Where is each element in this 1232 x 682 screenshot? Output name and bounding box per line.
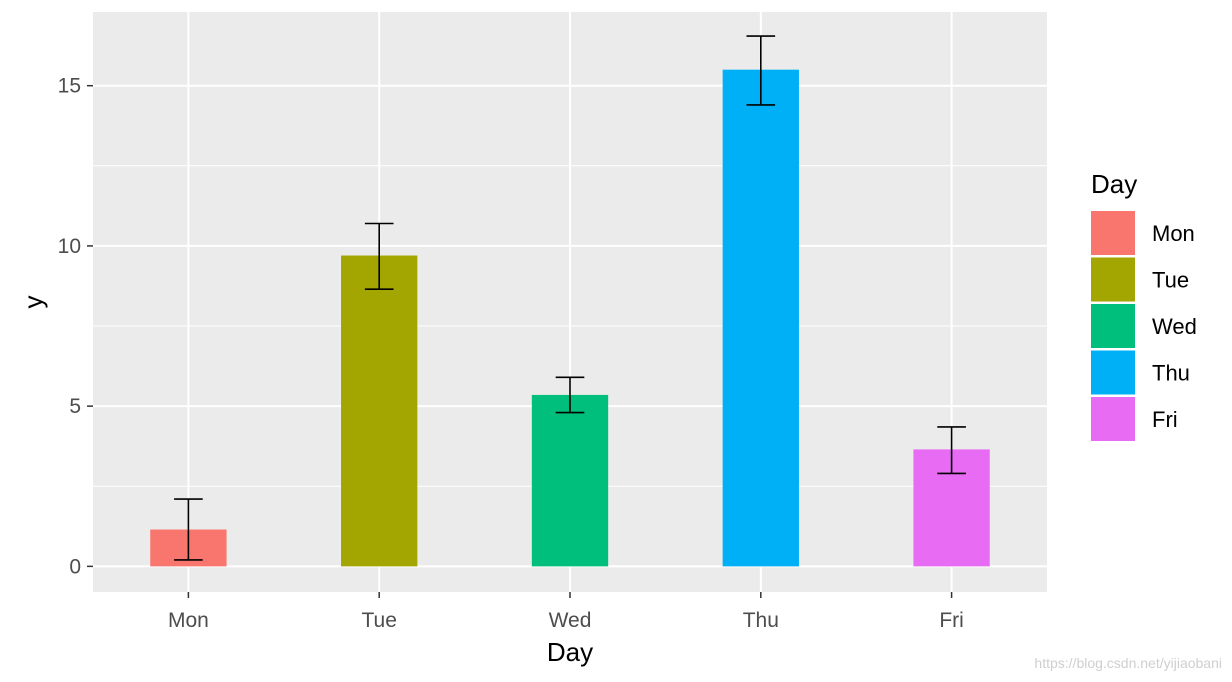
legend-label-mon: Mon [1152, 221, 1195, 246]
legend-label-fri: Fri [1152, 407, 1178, 432]
x-axis-title: Day [547, 637, 593, 667]
watermark: https://blog.csdn.net/yijiaobani [1034, 655, 1222, 671]
y-tick-label: 15 [58, 75, 81, 98]
y-tick-label: 5 [69, 395, 81, 418]
bar-thu [722, 69, 799, 567]
x-tick-label: Tue [361, 609, 396, 632]
bars [150, 69, 990, 567]
x-tick-label: Thu [743, 609, 779, 632]
y-axis-ticks: 0 5 10 15 [58, 75, 93, 578]
legend: Day Mon Tue Wed Thu Fri [1091, 169, 1197, 441]
legend-key-tue [1091, 257, 1135, 302]
x-tick-label: Mon [168, 609, 209, 632]
x-tick-label: Fri [939, 609, 964, 632]
legend-key-fri [1091, 397, 1135, 441]
y-tick-label: 0 [69, 555, 81, 578]
y-axis-title: y [18, 296, 48, 309]
legend-key-wed [1091, 304, 1135, 348]
error-bar-tue [364, 222, 394, 290]
bar-tue [341, 255, 418, 567]
legend-label-tue: Tue [1152, 268, 1189, 293]
bar-wed [531, 394, 609, 567]
y-tick-label: 10 [58, 235, 81, 258]
legend-key-thu [1091, 350, 1135, 395]
legend-key-mon [1091, 211, 1135, 255]
x-axis-ticks: Mon Tue Wed Thu Fri [168, 592, 964, 632]
error-bar-fri [937, 426, 966, 475]
legend-title: Day [1091, 169, 1137, 199]
error-bars [174, 35, 966, 561]
error-bar-mon [174, 498, 203, 561]
x-tick-label: Wed [549, 609, 592, 632]
legend-label-thu: Thu [1152, 361, 1190, 386]
error-bar-wed [555, 376, 585, 414]
legend-label-wed: Wed [1152, 314, 1197, 339]
error-bar-thu [746, 35, 776, 106]
